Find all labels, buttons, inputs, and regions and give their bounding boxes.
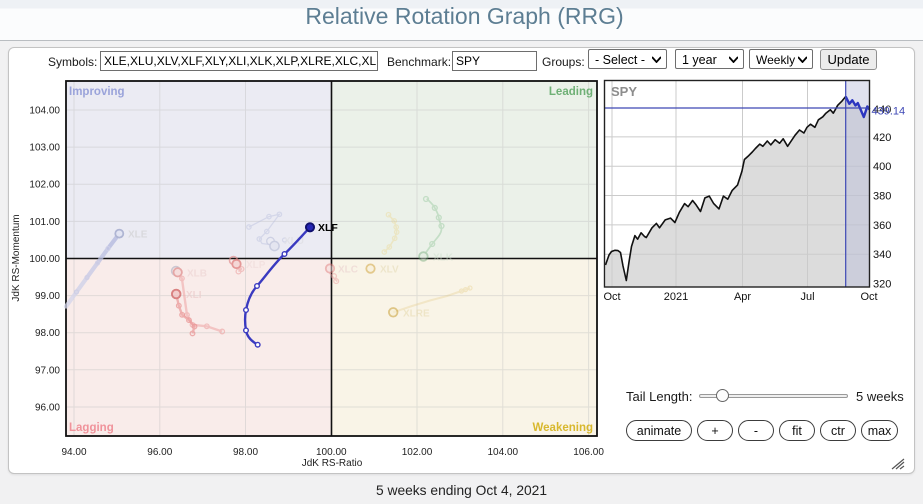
svg-text:102.00: 102.00 xyxy=(402,447,433,458)
svg-text:380: 380 xyxy=(873,191,891,203)
svg-text:104.00: 104.00 xyxy=(488,447,519,458)
svg-text:JdK RS-Ratio: JdK RS-Ratio xyxy=(302,458,363,469)
svg-text:Apr: Apr xyxy=(734,291,751,303)
svg-text:439.14: 439.14 xyxy=(872,106,906,118)
svg-text:2021: 2021 xyxy=(664,291,688,303)
svg-text:Leading: Leading xyxy=(549,86,593,98)
svg-text:XLK: XLK xyxy=(433,253,454,264)
svg-text:102.00: 102.00 xyxy=(29,180,60,191)
svg-text:94.00: 94.00 xyxy=(61,447,86,458)
svg-text:Weakening: Weakening xyxy=(533,422,594,434)
svg-text:98.00: 98.00 xyxy=(233,447,258,458)
svg-text:XLP: XLP xyxy=(246,260,266,271)
svg-text:XLB: XLB xyxy=(187,269,207,280)
svg-text:100.00: 100.00 xyxy=(29,254,60,265)
svg-text:360: 360 xyxy=(873,220,891,232)
svg-text:320: 320 xyxy=(873,279,891,291)
svg-text:XLC: XLC xyxy=(338,265,358,276)
svg-text:JdK RS-Momentum: JdK RS-Momentum xyxy=(11,214,22,301)
svg-text:XLI: XLI xyxy=(186,290,202,301)
svg-text:440: 440 xyxy=(873,104,891,116)
svg-text:99.00: 99.00 xyxy=(35,291,60,302)
svg-text:SPY: SPY xyxy=(611,84,637,99)
svg-text:340: 340 xyxy=(873,249,891,261)
svg-text:97.00: 97.00 xyxy=(35,365,60,376)
svg-text:96.00: 96.00 xyxy=(147,447,172,458)
svg-text:106.00: 106.00 xyxy=(573,447,604,458)
svg-text:96.00: 96.00 xyxy=(35,403,60,414)
svg-text:XLV: XLV xyxy=(380,265,399,276)
svg-text:XLU: XLU xyxy=(284,236,304,247)
svg-text:100.00: 100.00 xyxy=(316,447,347,458)
svg-text:104.00: 104.00 xyxy=(29,106,60,117)
svg-text:Improving: Improving xyxy=(69,86,125,98)
svg-text:XLE: XLE xyxy=(128,230,148,241)
svg-text:103.00: 103.00 xyxy=(29,143,60,154)
svg-text:XLRE: XLRE xyxy=(403,309,430,320)
svg-text:98.00: 98.00 xyxy=(35,328,60,339)
svg-text:Oct: Oct xyxy=(603,291,620,303)
svg-text:101.00: 101.00 xyxy=(29,217,60,228)
svg-text:Jul: Jul xyxy=(800,291,814,303)
svg-text:Oct: Oct xyxy=(860,291,877,303)
svg-text:400: 400 xyxy=(873,161,891,173)
svg-text:Lagging: Lagging xyxy=(69,422,114,434)
svg-text:420: 420 xyxy=(873,132,891,144)
svg-text:XLF: XLF xyxy=(318,222,338,234)
